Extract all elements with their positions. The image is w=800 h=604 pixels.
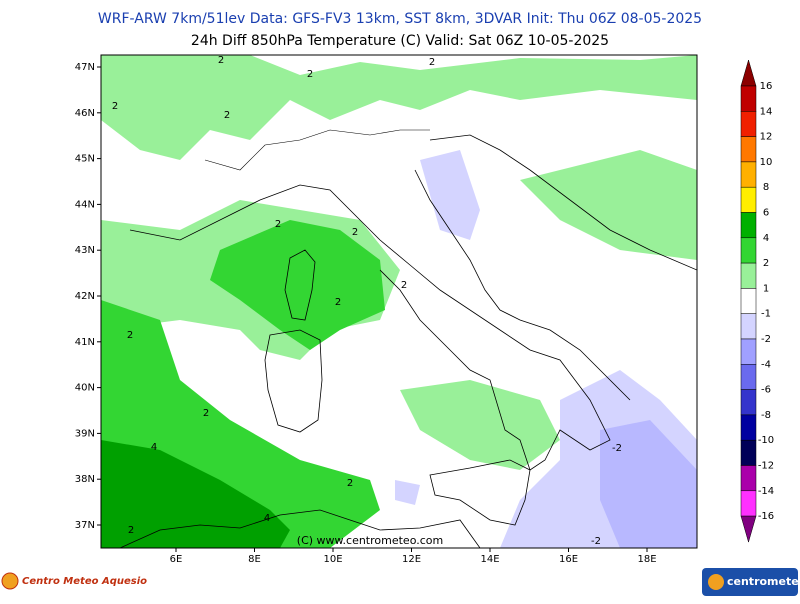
contour-label: 2	[307, 69, 313, 80]
lat-label: 37N	[75, 520, 95, 531]
colorbar-label: -12	[758, 461, 774, 472]
lat-label: 45N	[75, 154, 95, 165]
colorbar-segment	[740, 490, 757, 517]
copyright: (C) www.centrometeo.com	[297, 534, 443, 547]
colorbar-label: 8	[763, 182, 769, 193]
header-line2: 24h Diff 850hPa Temperature (C) Valid: S…	[191, 33, 609, 49]
left-logo: Centro Meteo Aquesio	[1, 572, 147, 590]
colorbar-segment	[740, 111, 757, 137]
lat-label: 47N	[75, 62, 95, 73]
map-fields	[101, 55, 697, 548]
colorbar-label: -8	[761, 410, 771, 421]
colorbar-segment	[740, 288, 757, 314]
lon-label: 18E	[637, 554, 656, 565]
lat-label: 39N	[75, 428, 95, 439]
colorbar-segment	[740, 237, 757, 264]
contour-label: 2	[347, 478, 353, 489]
colorbar-label: 16	[760, 81, 773, 92]
colorbar-segment	[740, 364, 757, 390]
colorbar-cap	[740, 515, 757, 544]
contour-label: 2	[335, 297, 341, 308]
contour-label: -2	[612, 443, 622, 454]
colorbar-label: -14	[758, 486, 774, 497]
colorbar-label: -1	[761, 309, 771, 320]
lat-label: 40N	[75, 383, 95, 394]
colorbar-label: -4	[761, 359, 771, 370]
contour-label: 2	[203, 408, 209, 419]
colorbar-label: 6	[763, 208, 769, 219]
map-frame	[100, 54, 698, 549]
left-logo-text: Centro Meteo Aquesio	[22, 576, 147, 587]
colorbar-label: -16	[758, 511, 774, 522]
colorbar-segment	[740, 389, 757, 416]
colorbar-segment	[740, 338, 757, 365]
lon-label: 8E	[248, 554, 261, 565]
lon-label: 6E	[170, 554, 183, 565]
contour-label: 2	[128, 525, 134, 536]
contour-label: 2	[401, 280, 407, 291]
coastlines	[119, 129, 697, 548]
colorbar-label: -6	[761, 385, 771, 396]
contour-label: 2	[112, 101, 118, 112]
colorbar-label: 1	[763, 283, 769, 294]
contour-label: 2	[275, 219, 281, 230]
contour-label: -2	[591, 536, 601, 547]
contour-label: 2	[352, 227, 358, 238]
right-logo-text: centrometeo	[727, 575, 800, 588]
colorbar-segment	[740, 439, 757, 466]
colorbar-label: 14	[760, 106, 773, 117]
lat-label: 41N	[75, 337, 95, 348]
colorbar-segment	[740, 414, 757, 441]
lat-label: 44N	[75, 199, 95, 210]
colorbar-label: 10	[760, 157, 773, 168]
colorbar-segment	[740, 313, 757, 340]
colorbar-segment	[740, 186, 757, 213]
lat-label: 38N	[75, 474, 95, 485]
lat-label: 43N	[75, 245, 95, 256]
contour-label: 2	[218, 55, 224, 66]
colorbar-cap	[740, 59, 757, 87]
contour-label: 2	[127, 330, 133, 341]
colorbar-segment	[740, 465, 757, 492]
colorbar-segment	[740, 161, 757, 188]
colorbar-label: 4	[763, 233, 769, 244]
contour-label: 4	[264, 513, 270, 524]
lat-label: 46N	[75, 108, 95, 119]
colorbar-label: 2	[763, 258, 769, 269]
lon-label: 16E	[559, 554, 578, 565]
colorbar-segment	[740, 85, 757, 112]
contour-label: 4	[151, 442, 157, 453]
contour-label: 2	[224, 110, 230, 121]
colorbar-label: 12	[760, 132, 773, 143]
colorbar-label: -2	[761, 334, 771, 345]
lon-label: 10E	[323, 554, 342, 565]
colorbar-label: -10	[758, 435, 774, 446]
contour-label: 2	[429, 57, 435, 68]
colorbar-segment	[740, 136, 757, 163]
lon-label: 12E	[402, 554, 421, 565]
right-logo: centrometeo	[702, 568, 800, 596]
lon-label: 14E	[480, 554, 499, 565]
lat-label: 42N	[75, 291, 95, 302]
header-line1: WRF-ARW 7km/51lev Data: GFS-FV3 13km, SS…	[98, 11, 702, 27]
colorbar-segment	[740, 262, 757, 289]
colorbar-segment	[740, 212, 757, 239]
